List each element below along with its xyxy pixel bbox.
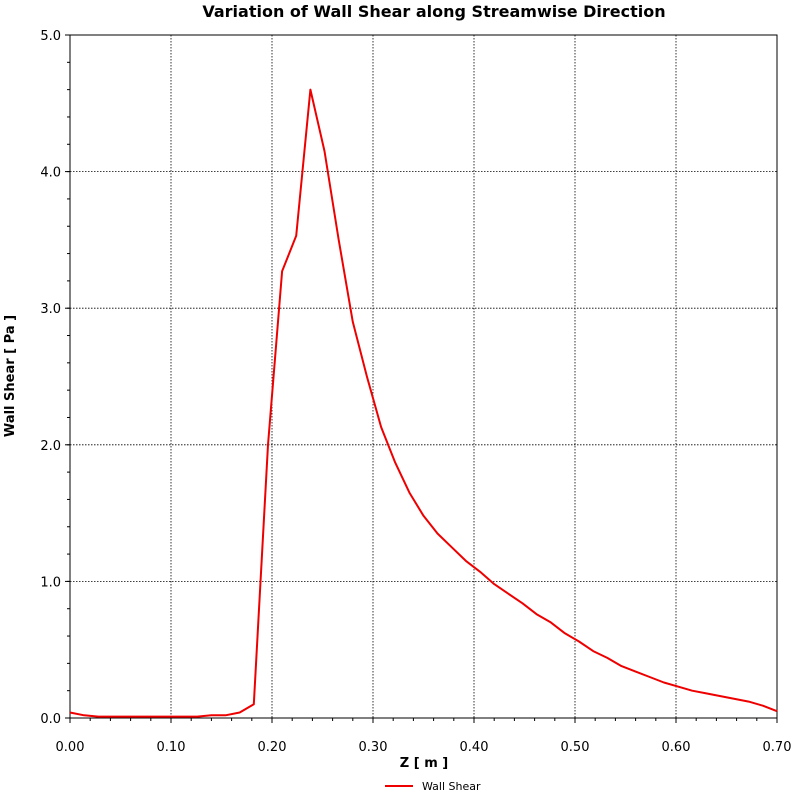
series-line-wall-shear <box>69 88 778 718</box>
y-tick-label: 0.0 <box>40 712 61 727</box>
x-tick-label: 0.70 <box>763 740 792 755</box>
legend: Wall Shear <box>385 780 481 793</box>
y-tick-label: 4.0 <box>40 166 61 181</box>
x-tick-label: 0.40 <box>460 740 489 755</box>
x-axis-ticks: 0.00 0.10 0.20 0.30 0.40 0.50 0.60 0.70 <box>56 718 792 755</box>
x-tick-label: 0.30 <box>359 740 388 755</box>
x-tick-label: 0.10 <box>157 740 186 755</box>
x-tick-label: 0.50 <box>561 740 590 755</box>
x-tick-label: 0.60 <box>662 740 691 755</box>
series-layer <box>69 88 778 718</box>
y-tick-label: 2.0 <box>40 439 61 454</box>
x-tick-label: 0.00 <box>56 740 85 755</box>
y-axis-label: Wall Shear [ Pa ] <box>3 315 18 437</box>
y-tick-label: 1.0 <box>40 575 61 590</box>
x-axis-label: Z [ m ] <box>400 756 448 771</box>
y-axis-ticks: 0.0 1.0 2.0 3.0 4.0 5.0 <box>40 29 70 727</box>
y-tick-label: 5.0 <box>40 29 61 44</box>
chart-title: Variation of Wall Shear along Streamwise… <box>202 2 665 21</box>
x-tick-label: 0.20 <box>258 740 287 755</box>
y-tick-label: 3.0 <box>40 302 61 317</box>
legend-label: Wall Shear <box>422 780 481 793</box>
grid-lines <box>70 35 777 718</box>
plot-frame <box>69 34 778 719</box>
